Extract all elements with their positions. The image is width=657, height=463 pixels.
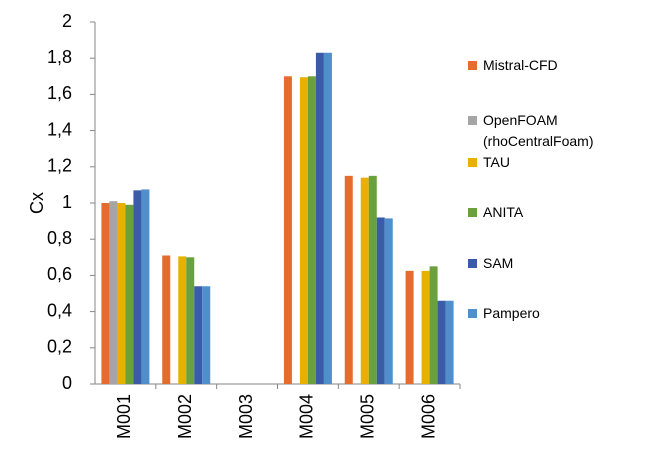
legend-swatch [468, 309, 477, 318]
bar [133, 190, 142, 384]
legend-label: TAU [483, 154, 510, 170]
y-tick-label: 1,2 [47, 156, 72, 176]
y-axis-label: Cx [27, 192, 47, 214]
bar [384, 218, 393, 384]
legend-swatch [468, 259, 477, 268]
legend-label: Mistral-CFD [483, 57, 558, 73]
legend-label: Pampero [483, 305, 540, 321]
bar [405, 270, 414, 384]
y-tick-label: 1,6 [47, 83, 72, 103]
bar [421, 270, 430, 384]
y-tick-label: 2 [62, 11, 72, 31]
legend-swatch [468, 158, 477, 167]
y-tick-label: 0,8 [47, 228, 72, 248]
legend-label: SAM [483, 255, 514, 271]
y-tick-label: 0 [62, 373, 72, 393]
legend-item: Mistral-CFD [468, 55, 653, 76]
x-tick-label: M005 [358, 394, 378, 439]
bar [109, 201, 118, 384]
bar [437, 300, 446, 384]
bar [117, 203, 126, 384]
y-tick-label: 1,4 [47, 119, 72, 139]
y-tick-label: 1 [62, 192, 72, 212]
x-tick-label: M002 [175, 394, 195, 439]
bar [323, 52, 332, 385]
legend-item: TAU [468, 152, 653, 173]
bar [194, 286, 203, 384]
bar [141, 189, 150, 384]
y-tick-label: 0,6 [47, 264, 72, 284]
legend-swatch [468, 116, 477, 125]
x-tick-label: M003 [236, 394, 256, 439]
bar [202, 286, 211, 384]
bar [360, 177, 369, 384]
bar [101, 203, 110, 384]
y-tick-label: 0,2 [47, 337, 72, 357]
bar [376, 217, 385, 384]
legend-swatch [468, 61, 477, 70]
bar [125, 204, 134, 384]
bar [186, 257, 195, 384]
x-tick-label: M004 [297, 394, 317, 439]
x-tick-label: M001 [114, 394, 134, 439]
x-tick-label: M006 [418, 394, 438, 439]
bar [315, 52, 324, 385]
legend-swatch [468, 208, 477, 217]
legend-label: ANITA [483, 204, 524, 220]
bar [283, 76, 292, 385]
bar [307, 76, 316, 385]
bar [299, 77, 308, 384]
bar [344, 175, 353, 384]
bar [368, 175, 377, 384]
bar [429, 266, 438, 384]
legend-item: Pampero [468, 303, 653, 324]
y-tick-label: 1,8 [47, 47, 72, 67]
bar [162, 255, 171, 384]
legend-label: OpenFOAM (rhoCentralFoam) [483, 112, 594, 149]
legend-item: OpenFOAM (rhoCentralFoam) [468, 110, 653, 152]
y-tick-label: 0,4 [47, 300, 72, 320]
bar [445, 300, 454, 384]
legend-item: ANITA [468, 202, 653, 223]
legend-item: SAM [468, 253, 653, 274]
bar [178, 256, 187, 384]
